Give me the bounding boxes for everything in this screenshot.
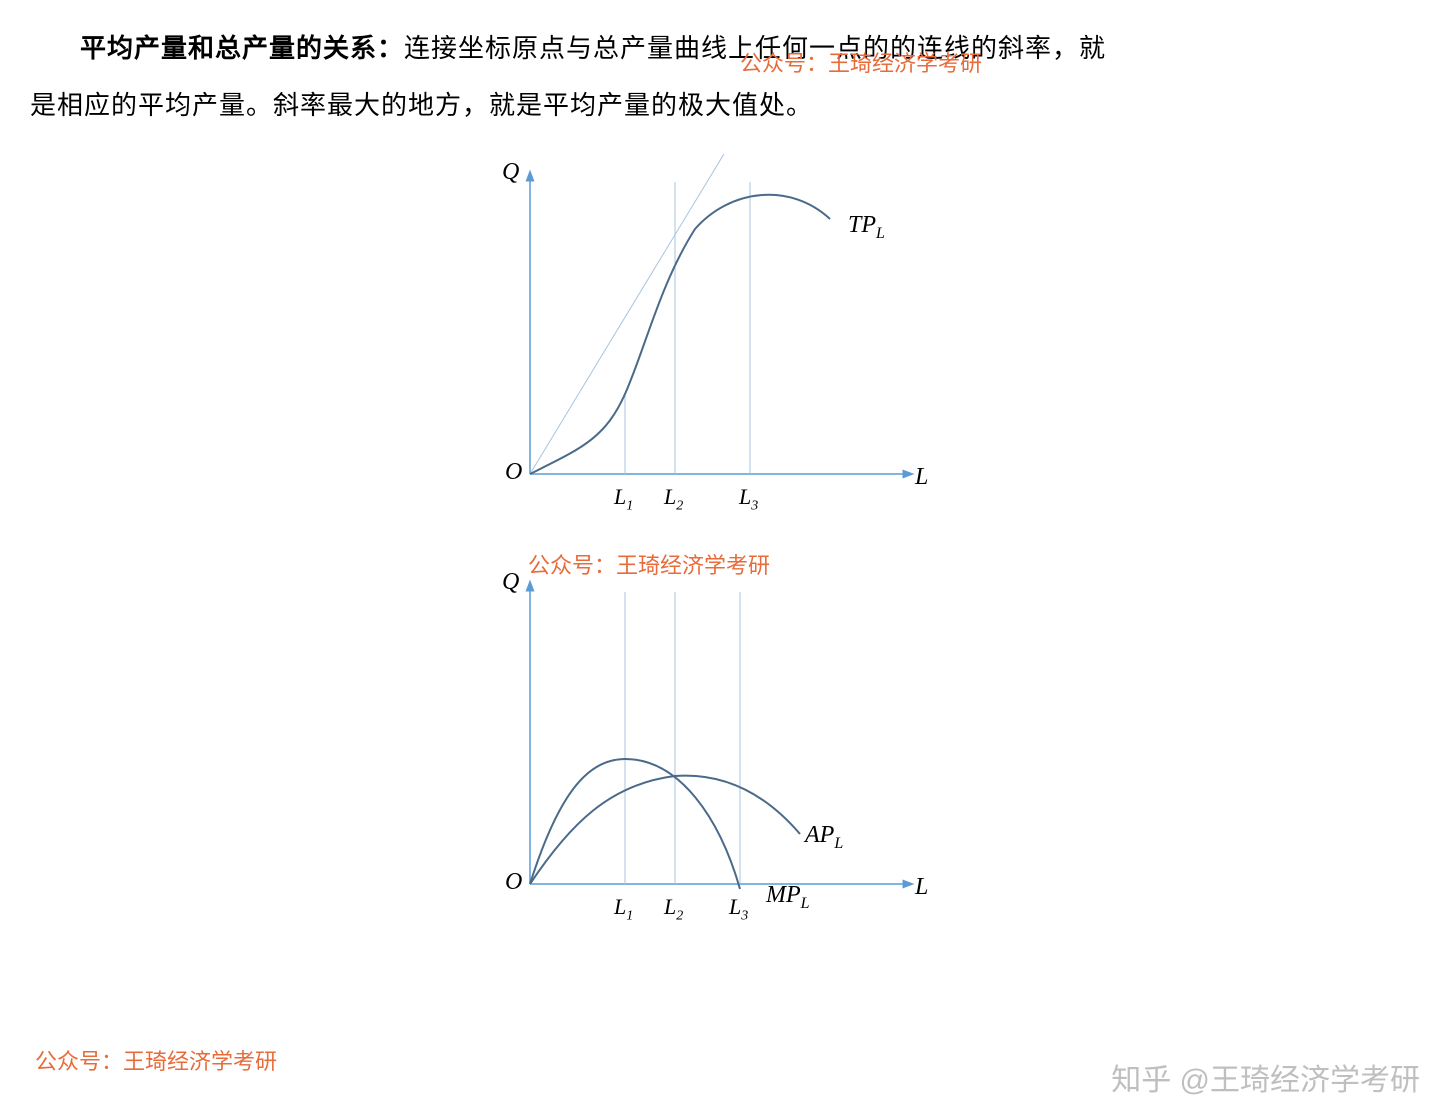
origin-label-2: O [505, 869, 522, 896]
x-axis-label: L [915, 464, 928, 491]
ap-label: APL [805, 822, 843, 853]
chart-tp-container: Q O L TPL L1 L2 L3 [320, 154, 1120, 514]
tp-label: TPL [848, 212, 885, 243]
corner-watermark: 知乎 @王琦经济学考研 [1111, 1055, 1420, 1099]
watermark-top: 公众号：王琦经济学考研 [740, 46, 982, 78]
chart-ap-mp-svg [470, 564, 970, 924]
chart-tp: Q O L TPL L1 L2 L3 [470, 154, 970, 514]
heading-bold: 平均产量和总产量的关系： [30, 34, 404, 63]
tick-l3-2: L3 [729, 894, 748, 924]
tick-l3: L3 [739, 484, 758, 514]
y-axis-label-2: Q [502, 569, 519, 596]
tangent-line [530, 154, 730, 474]
y-axis-label: Q [502, 159, 519, 186]
tp-curve [530, 195, 830, 474]
tick-l2: L2 [664, 484, 683, 514]
body-line-2: 是相应的平均产量。斜率最大的地方，就是平均产量的极大值处。 [30, 91, 813, 120]
description-text: 平均产量和总产量的关系：连接坐标原点与总产量曲线上任何一点的的连线的斜率，就 是… [30, 20, 1410, 134]
origin-label: O [505, 459, 522, 486]
x-axis-label-2: L [915, 874, 928, 901]
chart-ap-mp-container: Q O L APL MPL L1 L2 L3 [320, 564, 1120, 924]
chart-ap-mp: Q O L APL MPL L1 L2 L3 [470, 564, 970, 924]
chart-tp-svg [470, 154, 970, 514]
mp-label: MPL [766, 882, 810, 913]
tick-l1-2: L1 [614, 894, 633, 924]
watermark-bottom: 公众号：王琦经济学考研 [35, 1044, 277, 1076]
tick-l2-2: L2 [664, 894, 683, 924]
tick-l1: L1 [614, 484, 633, 514]
